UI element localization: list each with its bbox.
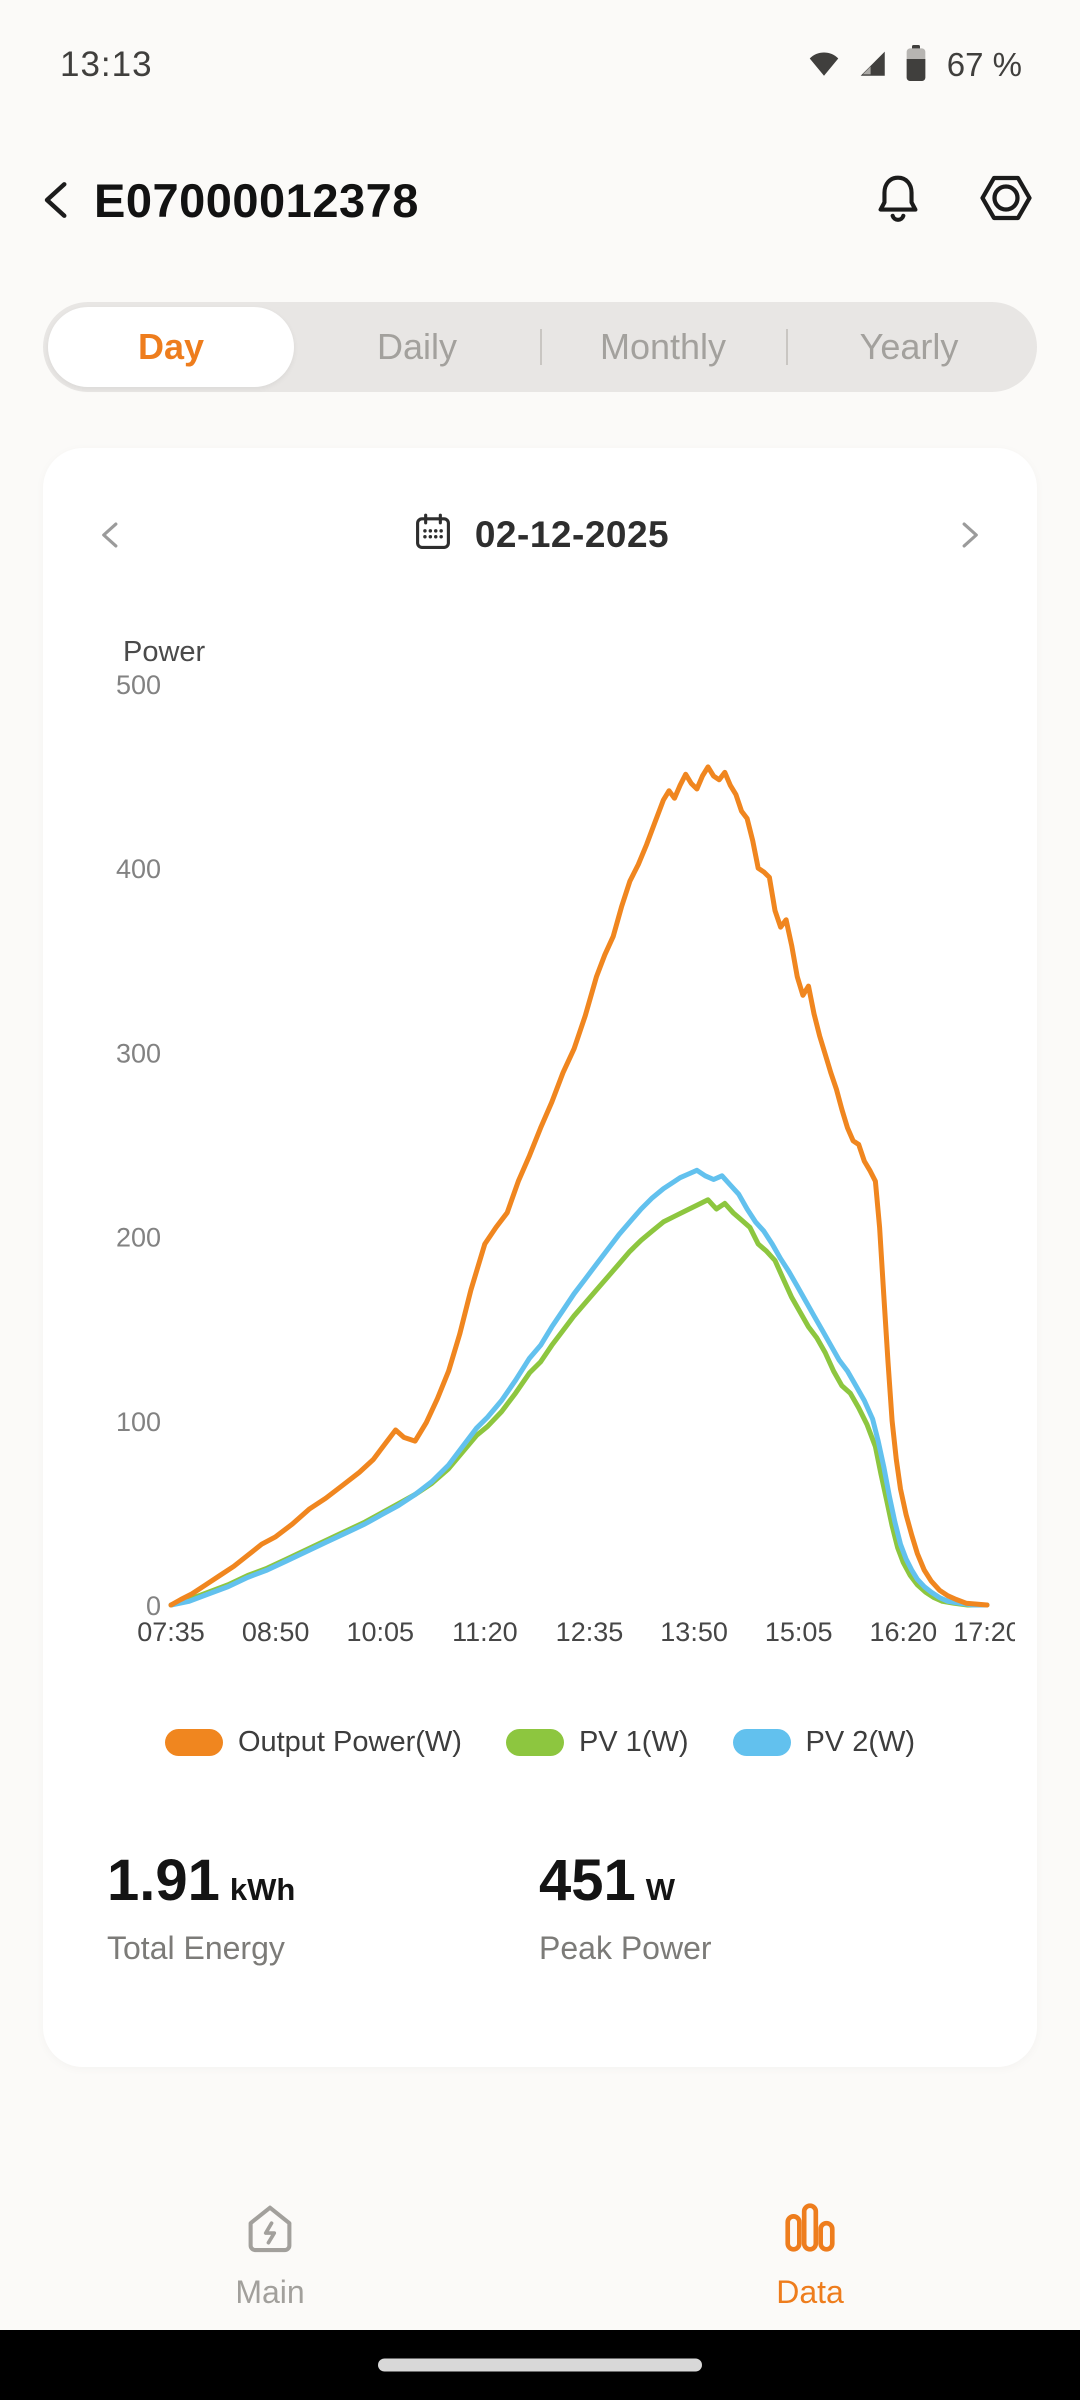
chart-legend: Output Power(W) PV 1(W) PV 2(W) xyxy=(65,1726,1015,1759)
svg-text:100: 100 xyxy=(116,1407,161,1437)
previous-day-button[interactable] xyxy=(87,511,135,559)
svg-text:07:35: 07:35 xyxy=(137,1617,205,1647)
notifications-button[interactable] xyxy=(868,170,928,230)
nav-item-data[interactable]: Data xyxy=(540,2178,1080,2330)
next-day-button[interactable] xyxy=(945,511,993,559)
svg-text:12:35: 12:35 xyxy=(556,1617,624,1647)
legend-pv1-label: PV 1(W) xyxy=(578,1726,689,1758)
cellular-signal-icon xyxy=(855,46,889,85)
settings-button[interactable] xyxy=(976,170,1036,230)
legend-pv2-label: PV 2(W) xyxy=(805,1726,916,1758)
date-display[interactable]: 02-12-2025 xyxy=(411,510,669,559)
bottom-navigation: Main Data xyxy=(0,2178,1080,2330)
tab-day-label: Day xyxy=(137,326,205,367)
svg-text:15:05: 15:05 xyxy=(765,1617,833,1647)
tab-monthly[interactable]: Monthly xyxy=(540,307,786,387)
peak-power-value: 451 xyxy=(539,1848,636,1913)
power-chart[interactable]: Power 0 100 200 300 400 500 07:35 08:50 10:05 11:2… xyxy=(65,625,1021,1660)
svg-text:08:50: 08:50 xyxy=(242,1617,310,1647)
status-icons: 67 % xyxy=(806,43,1022,88)
legend-output-power-label: Output Power(W) xyxy=(237,1726,462,1758)
svg-text:17:20: 17:20 xyxy=(953,1617,1015,1647)
pv1-swatch xyxy=(505,1729,564,1756)
tab-daily[interactable]: Daily xyxy=(294,307,540,387)
bell-icon xyxy=(869,169,927,232)
tab-yearly[interactable]: Yearly xyxy=(786,307,1032,387)
date-navigator: 02-12-2025 xyxy=(65,460,1015,559)
period-tab-bar: Day Daily Monthly Yearly xyxy=(43,302,1037,392)
svg-text:200: 200 xyxy=(116,1223,161,1253)
system-gesture-bar xyxy=(0,2330,1080,2400)
status-clock: 13:13 xyxy=(60,45,153,84)
home-icon xyxy=(239,2197,301,2264)
tab-day[interactable]: Day xyxy=(48,307,294,387)
status-bar: 13:13 67 % xyxy=(0,0,1080,96)
svg-text:Power: Power xyxy=(123,636,206,668)
tab-monthly-label: Monthly xyxy=(599,326,727,367)
total-energy-stat: 1.91 kWh Total Energy xyxy=(107,1847,539,1967)
wifi-icon xyxy=(806,45,842,86)
peak-power-label: Peak Power xyxy=(539,1930,712,1966)
svg-text:10:05: 10:05 xyxy=(346,1617,414,1647)
peak-power-unit: W xyxy=(645,1872,676,1907)
battery-percentage: 67 % xyxy=(946,46,1022,83)
back-button[interactable] xyxy=(36,170,92,230)
svg-text:400: 400 xyxy=(116,854,161,884)
gear-icon xyxy=(976,168,1036,233)
bar-chart-icon xyxy=(779,2197,841,2264)
total-energy-unit: kWh xyxy=(229,1872,296,1907)
chart-card: 02-12-2025 Power 0 100 200 300 400 500 07:35 08:… xyxy=(43,448,1037,2067)
nav-data-label: Data xyxy=(776,2274,844,2310)
legend-output-power: Output Power(W) xyxy=(164,1726,462,1759)
svg-text:0: 0 xyxy=(146,1591,161,1621)
svg-text:13:50: 13:50 xyxy=(660,1617,728,1647)
selected-date: 02-12-2025 xyxy=(474,513,670,555)
svg-text:500: 500 xyxy=(116,670,161,700)
nav-main-label: Main xyxy=(235,2274,305,2310)
pv2-swatch xyxy=(732,1729,791,1756)
total-energy-label: Total Energy xyxy=(107,1930,285,1966)
output-power-swatch xyxy=(164,1729,223,1756)
tab-daily-label: Daily xyxy=(376,326,457,367)
legend-pv1: PV 1(W) xyxy=(505,1726,689,1759)
header: E07000012378 xyxy=(0,152,1080,248)
svg-text:16:20: 16:20 xyxy=(870,1617,938,1647)
summary-stats: 1.91 kWh Total Energy 451 W Peak Power xyxy=(65,1847,1015,1967)
battery-icon xyxy=(902,43,930,88)
nav-item-main[interactable]: Main xyxy=(0,2178,540,2330)
svg-text:300: 300 xyxy=(116,1038,161,1068)
legend-pv2: PV 2(W) xyxy=(732,1726,916,1759)
svg-text:11:20: 11:20 xyxy=(452,1617,518,1647)
total-energy-value: 1.91 xyxy=(107,1848,220,1913)
home-indicator[interactable] xyxy=(378,2358,702,2372)
device-serial-title: E07000012378 xyxy=(94,173,419,227)
calendar-icon xyxy=(411,510,455,559)
tab-yearly-label: Yearly xyxy=(859,326,959,367)
peak-power-stat: 451 W Peak Power xyxy=(539,1847,712,1967)
